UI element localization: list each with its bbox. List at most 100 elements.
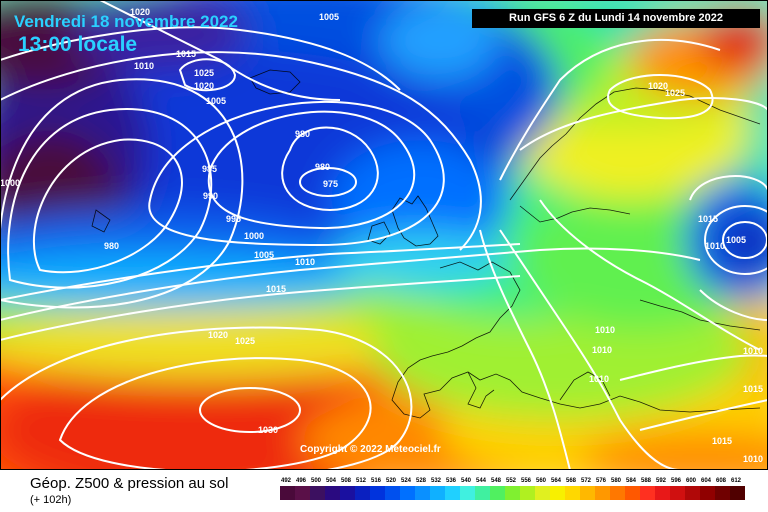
isobar-label: 1030 xyxy=(258,425,278,435)
isobar-label: 1025 xyxy=(194,68,214,78)
isobar-label: 1010 xyxy=(589,374,609,384)
isobar-label: 1015 xyxy=(743,384,763,394)
isobar-label: 1010 xyxy=(743,454,763,464)
legend-swatch xyxy=(550,486,565,500)
legend-tick-label: 548 xyxy=(491,478,502,484)
legend-tick-label: 496 xyxy=(296,478,307,484)
legend-tick-label: 584 xyxy=(626,478,637,484)
legend-swatch xyxy=(355,486,370,500)
isobar-label: 1010 xyxy=(595,325,615,335)
product-title: Géop. Z500 & pression au sol xyxy=(30,475,229,492)
legend-swatch xyxy=(685,486,700,500)
isobar-label: 1005 xyxy=(726,235,746,245)
legend-tick-label: 572 xyxy=(581,478,592,484)
legend-swatch xyxy=(670,486,685,500)
isobar-labels: 1020 1005 1015 1010 1025 1020 1005 1000 … xyxy=(0,7,763,464)
legend-swatch xyxy=(715,486,730,500)
isobar-label: 995 xyxy=(226,214,241,224)
isobar-label: 1010 xyxy=(705,241,725,251)
legend-tick-label: 552 xyxy=(506,478,517,484)
legend-swatch xyxy=(655,486,670,500)
legend-tick-label: 500 xyxy=(311,478,322,484)
legend-swatch xyxy=(325,486,340,500)
legend-tick-label: 576 xyxy=(596,478,607,484)
legend-swatch xyxy=(460,486,475,500)
copyright-notice: Copyright © 2022 Meteociel.fr xyxy=(300,444,441,455)
isobar-label: 1015 xyxy=(266,284,286,294)
isobar-label: 975 xyxy=(323,179,338,189)
legend-tick-label: 540 xyxy=(461,478,472,484)
isobar-label: 980 xyxy=(104,241,119,251)
legend-tick-label: 520 xyxy=(386,478,397,484)
isobar-label: 1005 xyxy=(254,250,274,260)
legend-swatch xyxy=(295,486,310,500)
forecast-map: 1020 1005 1015 1010 1025 1020 1005 1000 … xyxy=(0,0,768,470)
legend-tick-label: 588 xyxy=(641,478,652,484)
legend-swatch xyxy=(520,486,535,500)
isobar-label: 980 xyxy=(295,129,310,139)
isobar-label: 1010 xyxy=(743,346,763,356)
isobar-label: 1000 xyxy=(0,178,20,188)
legend-tick-label: 536 xyxy=(446,478,457,484)
legend-tick-label: 560 xyxy=(536,478,547,484)
legend-tick-label: 568 xyxy=(566,478,577,484)
color-scale-legend: 492 496 500 504 508 512 516 520 524 528 532 536 540 5… xyxy=(280,478,745,500)
isobar-label: 1020 xyxy=(208,330,228,340)
legend-swatch xyxy=(535,486,550,500)
legend-swatch xyxy=(610,486,625,500)
legend-swatch xyxy=(595,486,610,500)
legend-tick-label: 592 xyxy=(656,478,667,484)
isobar-label: 1020 xyxy=(130,7,150,17)
legend-swatch xyxy=(400,486,415,500)
legend-swatch xyxy=(625,486,640,500)
legend-tick-label: 516 xyxy=(371,478,382,484)
legend-swatch xyxy=(700,486,715,500)
legend-tick-label: 528 xyxy=(416,478,427,484)
isobar-label: 1005 xyxy=(319,12,339,22)
isobar-label: 1010 xyxy=(295,257,315,267)
lead-time: (+ 102h) xyxy=(30,494,72,506)
legend-swatch xyxy=(490,486,505,500)
legend-swatch xyxy=(505,486,520,500)
legend-tick-label: 504 xyxy=(326,478,337,484)
local-time: 13:00 locale xyxy=(18,33,138,56)
legend-tick-label: 532 xyxy=(431,478,442,484)
legend-swatch xyxy=(310,486,325,500)
legend-tick-label: 508 xyxy=(341,478,352,484)
isobar-label: 1010 xyxy=(592,345,612,355)
legend-swatch xyxy=(385,486,400,500)
legend-swatch xyxy=(370,486,385,500)
legend-swatch xyxy=(565,486,580,500)
isobar-label: 1015 xyxy=(698,214,718,224)
isobar-label: 1020 xyxy=(194,81,214,91)
legend-tick-label: 580 xyxy=(611,478,622,484)
legend-tick-label: 596 xyxy=(671,478,682,484)
legend-tick-label: 524 xyxy=(401,478,412,484)
legend-swatch xyxy=(280,486,295,500)
isobar-label: 1000 xyxy=(244,231,264,241)
legend-tick-label: 492 xyxy=(281,478,292,484)
isobar-lines xyxy=(0,0,768,470)
run-info: Run GFS 6 Z du Lundi 14 novembre 2022 xyxy=(472,9,760,28)
legend-tick-label: 512 xyxy=(356,478,367,484)
legend-swatch xyxy=(730,486,745,500)
isobar-label: 1015 xyxy=(712,436,732,446)
legend-swatch xyxy=(580,486,595,500)
valid-date: Vendredi 18 novembre 2022 xyxy=(14,12,238,31)
z500-color-field xyxy=(0,0,768,470)
isobar-label: 1005 xyxy=(206,96,226,106)
legend-swatch xyxy=(475,486,490,500)
legend-swatch xyxy=(430,486,445,500)
legend-tick-label: 544 xyxy=(476,478,487,484)
legend-tick-label: 600 xyxy=(686,478,697,484)
isobar-label: 1025 xyxy=(665,88,685,98)
legend-tick-label: 556 xyxy=(521,478,532,484)
legend-tick-label: 604 xyxy=(701,478,712,484)
legend-tick-label: 608 xyxy=(716,478,727,484)
isobar-label: 990 xyxy=(203,191,218,201)
isobar-label: 985 xyxy=(202,164,217,174)
legend-swatch xyxy=(340,486,355,500)
isobar-label: 1025 xyxy=(235,336,255,346)
legend-swatch xyxy=(640,486,655,500)
